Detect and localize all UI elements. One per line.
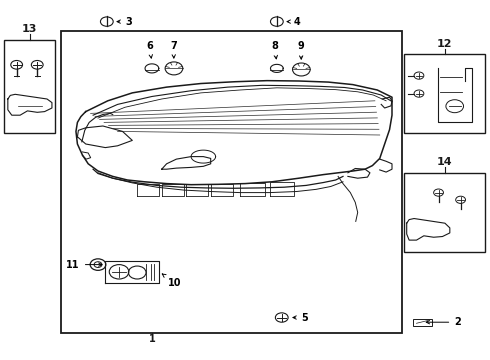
Text: 10: 10 (162, 274, 181, 288)
Text: 8: 8 (271, 41, 278, 59)
Text: 11: 11 (66, 260, 102, 270)
Bar (404, 173, 485, 252)
Text: 14: 14 (437, 157, 452, 167)
Bar (61, 31, 402, 333)
Text: 5: 5 (293, 312, 308, 323)
Text: 12: 12 (437, 39, 452, 49)
Bar (4, 40, 55, 133)
Bar (404, 54, 485, 133)
Text: 3: 3 (117, 17, 132, 27)
Text: 9: 9 (297, 41, 304, 59)
Text: 13: 13 (22, 24, 37, 34)
Text: 6: 6 (146, 41, 153, 58)
Bar (413, 319, 432, 326)
Text: 4: 4 (287, 17, 301, 27)
Text: 1: 1 (148, 334, 155, 345)
Text: 7: 7 (170, 41, 177, 58)
Text: 2: 2 (426, 317, 461, 327)
